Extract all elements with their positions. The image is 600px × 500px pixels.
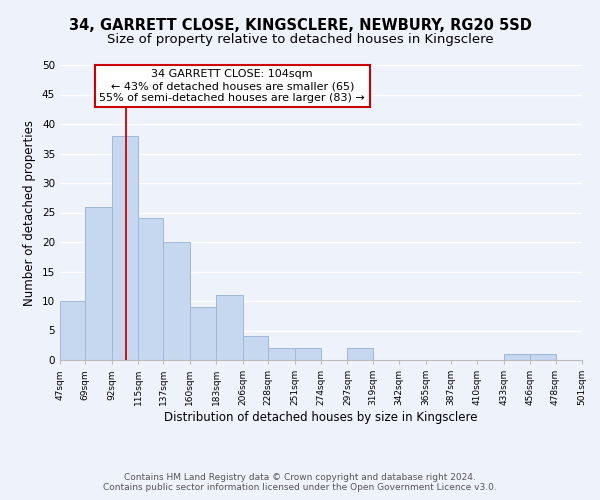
Bar: [60, 301, 85, 360]
Bar: [347, 348, 373, 360]
Bar: [163, 242, 190, 360]
Y-axis label: Number of detached properties: Number of detached properties: [23, 120, 37, 306]
Text: 34, GARRETT CLOSE, KINGSCLERE, NEWBURY, RG20 5SD: 34, GARRETT CLOSE, KINGSCLERE, NEWBURY, …: [68, 18, 532, 32]
Text: Size of property relative to detached houses in Kingsclere: Size of property relative to detached ho…: [107, 32, 493, 46]
Bar: [295, 348, 321, 360]
X-axis label: Distribution of detached houses by size in Kingsclere: Distribution of detached houses by size …: [164, 411, 478, 424]
Text: Contains HM Land Registry data © Crown copyright and database right 2024.
Contai: Contains HM Land Registry data © Crown c…: [103, 473, 497, 492]
Bar: [268, 348, 295, 360]
Bar: [138, 218, 163, 360]
Bar: [530, 354, 556, 360]
Text: 34 GARRETT CLOSE: 104sqm
← 43% of detached houses are smaller (65)
55% of semi-d: 34 GARRETT CLOSE: 104sqm ← 43% of detach…: [100, 70, 365, 102]
Bar: [504, 354, 530, 360]
Bar: [190, 307, 217, 360]
Bar: [112, 136, 138, 360]
Bar: [85, 206, 112, 360]
Bar: [217, 295, 243, 360]
Bar: [243, 336, 268, 360]
